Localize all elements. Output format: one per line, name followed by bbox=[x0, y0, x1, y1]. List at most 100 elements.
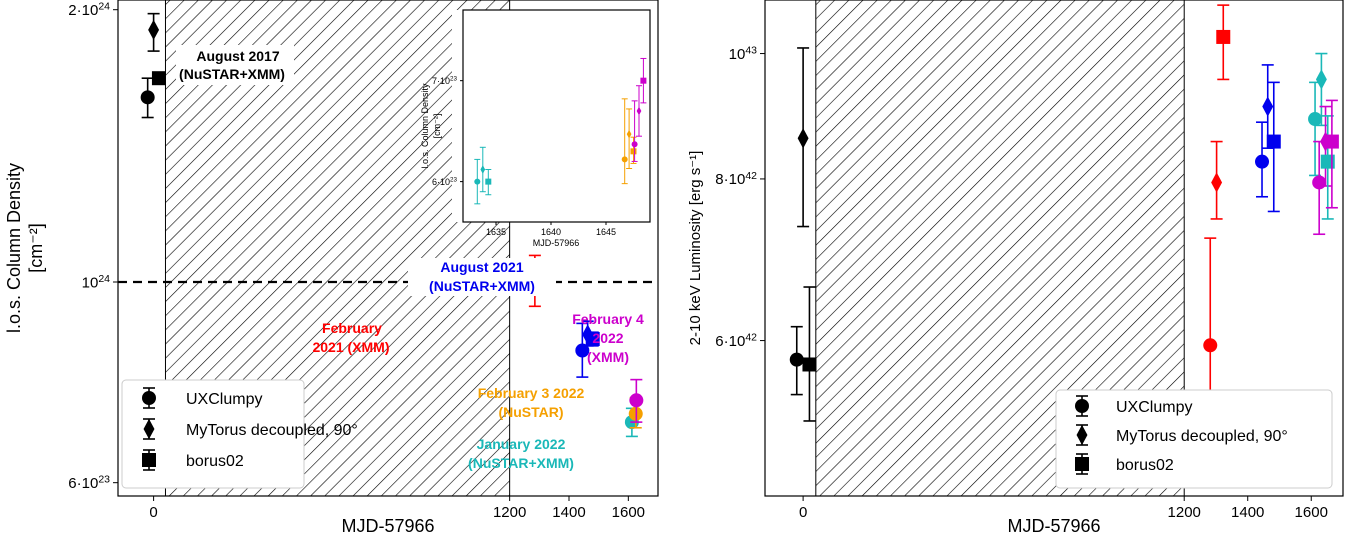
legend-label: UXClumpy bbox=[186, 391, 262, 408]
annotation-text: February 3 2022 bbox=[478, 385, 585, 401]
x-axis-label: MJD-57966 bbox=[533, 238, 580, 248]
square-marker bbox=[151, 71, 166, 86]
tick-label: 1400 bbox=[1231, 504, 1264, 521]
annotation-text: (NuSTAR+XMM) bbox=[468, 455, 574, 471]
luminosity-chart: UXClumpy MyTorus decoupled, 90° borus02 … bbox=[687, 0, 1344, 536]
data-point bbox=[802, 286, 817, 422]
inset-chart: 1635 1640 1645 6·1023 7·1023 MJD-57966 l.o.… bbox=[420, 9, 651, 248]
inset-frame bbox=[462, 9, 651, 223]
annotation-feb3-2022: February 3 2022 (NuSTAR) bbox=[478, 385, 585, 420]
data-point bbox=[1216, 4, 1231, 81]
x-ticks: 0 1200 1400 1600 bbox=[799, 496, 1328, 521]
legend-label: MyTorus decoupled, 90° bbox=[1116, 428, 1288, 445]
x-ticks: 0 1200 1400 1600 bbox=[149, 496, 645, 521]
legend-square-marker bbox=[1075, 457, 1089, 471]
data-point bbox=[474, 158, 481, 205]
annotation-text: (NuSTAR+XMM) bbox=[179, 66, 285, 82]
data-point bbox=[626, 108, 633, 169]
circle-marker bbox=[1308, 112, 1323, 127]
annotation-feb-2021: February 2021 (XMM) bbox=[312, 320, 389, 355]
annotation-text: (NuSTAR+XMM) bbox=[429, 278, 535, 294]
legend-diamond-marker bbox=[143, 418, 155, 440]
diamond-marker bbox=[636, 106, 642, 116]
legend: UXClumpy MyTorus decoupled, 90° borus02 bbox=[1055, 389, 1333, 489]
tick-label: 8·1042 bbox=[715, 170, 757, 188]
tick-label: 2·1024 bbox=[68, 1, 110, 19]
data-point bbox=[640, 57, 647, 104]
legend-label: borus02 bbox=[186, 453, 244, 470]
data-point bbox=[1324, 99, 1339, 209]
tick-label: 0 bbox=[799, 504, 807, 521]
y-axis-unit: [cm⁻²] bbox=[432, 114, 442, 139]
tick-label: 1600 bbox=[1295, 504, 1328, 521]
x-axis-label: MJD-57966 bbox=[1007, 516, 1100, 536]
square-marker bbox=[1324, 134, 1339, 149]
legend-label: borus02 bbox=[1116, 457, 1174, 474]
annotation-aug-2021: August 2021 (NuSTAR+XMM) bbox=[408, 258, 556, 296]
tick-label: 1400 bbox=[552, 504, 585, 521]
annotation-text: (NuSTAR) bbox=[498, 404, 563, 420]
tick-label: 1635 bbox=[486, 227, 506, 237]
annotation-text: 2021 (XMM) bbox=[312, 339, 389, 355]
annotation-feb4-2022: February 4 2022 (XMM) bbox=[572, 311, 644, 365]
square-marker bbox=[1266, 134, 1281, 149]
data-point bbox=[140, 77, 155, 119]
y-axis-label: l.o.s. Column Density bbox=[420, 83, 430, 169]
data-points bbox=[789, 4, 1339, 444]
data-point bbox=[485, 169, 492, 196]
y-ticks: 6·1042 8·1042 1043 bbox=[715, 45, 765, 350]
diamond-marker bbox=[148, 19, 160, 41]
tick-label: 0 bbox=[149, 504, 157, 521]
diamond-marker bbox=[797, 128, 809, 149]
annotation-text: (XMM) bbox=[587, 349, 629, 365]
diamond-marker bbox=[1211, 172, 1223, 193]
diamond-marker bbox=[626, 129, 632, 139]
annotation-text: February 4 bbox=[572, 311, 644, 327]
data-point bbox=[147, 12, 160, 52]
data-point bbox=[151, 71, 166, 86]
diamond-marker bbox=[1315, 69, 1327, 90]
data-point bbox=[1255, 121, 1270, 198]
circle-marker bbox=[1255, 154, 1270, 169]
legend-circle-marker bbox=[1075, 399, 1089, 413]
tick-label: 1600 bbox=[612, 504, 645, 521]
circle-marker bbox=[140, 90, 155, 105]
tick-label: 1024 bbox=[82, 273, 111, 291]
square-marker bbox=[630, 148, 637, 155]
tick-label: 6·1023 bbox=[432, 177, 458, 187]
tick-label: 1200 bbox=[493, 504, 526, 521]
square-marker bbox=[485, 178, 492, 185]
square-marker bbox=[1216, 29, 1231, 44]
tick-label: 1640 bbox=[541, 227, 561, 237]
circle-marker bbox=[621, 156, 628, 163]
data-point bbox=[631, 100, 638, 162]
y-ticks: 6·1023 1024 2·1024 bbox=[68, 1, 118, 492]
y-axis-label: l.o.s. Column Density bbox=[4, 163, 24, 333]
legend-label: UXClumpy bbox=[1116, 399, 1192, 416]
x-ticks: 1635 1640 1645 bbox=[486, 222, 616, 237]
tick-label: 1645 bbox=[596, 227, 616, 237]
data-point bbox=[797, 47, 810, 228]
square-marker bbox=[802, 357, 817, 372]
square-marker bbox=[640, 77, 647, 84]
circle-marker bbox=[1312, 175, 1327, 190]
data-point bbox=[636, 85, 642, 137]
annotation-text: 2022 bbox=[592, 330, 623, 346]
annotation-text: January 2022 bbox=[477, 436, 566, 452]
data-point bbox=[1210, 140, 1223, 220]
legend-square-marker bbox=[142, 453, 156, 467]
circle-marker bbox=[1203, 338, 1218, 353]
legend: UXClumpy MyTorus decoupled, 90° borus02 bbox=[121, 379, 358, 489]
x-axis-label: MJD-57966 bbox=[341, 516, 434, 536]
axes-frame bbox=[764, 0, 1344, 497]
data-point bbox=[789, 325, 804, 396]
annotation-text: February bbox=[322, 320, 382, 336]
data-point bbox=[575, 322, 590, 378]
data-point bbox=[621, 98, 628, 185]
data-points bbox=[474, 57, 647, 205]
annotation-aug-2017: August 2017 (NuSTAR+XMM) bbox=[176, 45, 294, 85]
annotation-text: August 2021 bbox=[440, 259, 523, 275]
circle-marker bbox=[631, 141, 638, 148]
data-point bbox=[629, 378, 644, 423]
